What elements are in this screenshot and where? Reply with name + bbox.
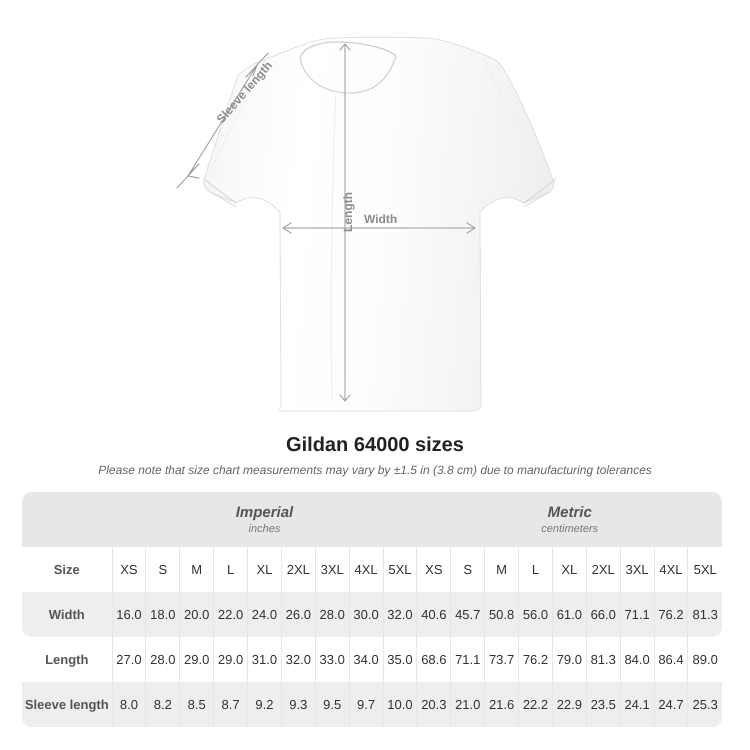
svg-text:Width: Width bbox=[364, 212, 397, 226]
svg-text:Length: Length bbox=[341, 192, 355, 232]
